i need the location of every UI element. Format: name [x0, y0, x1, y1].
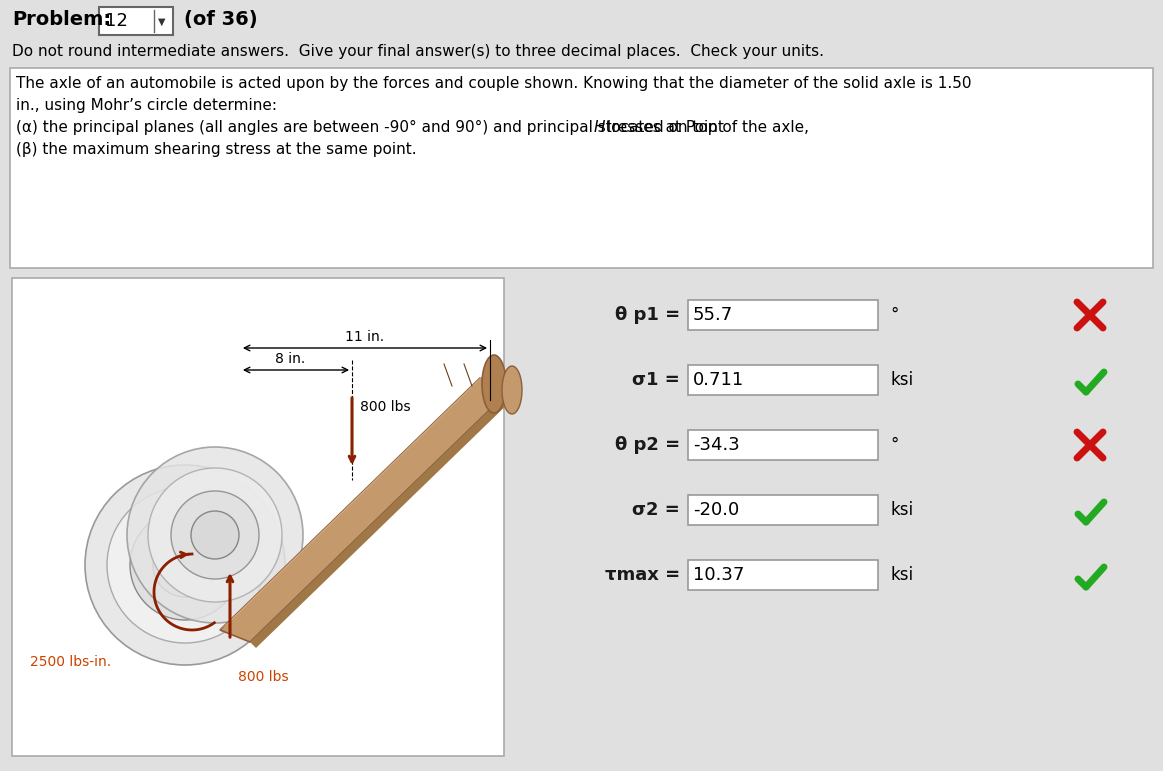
Text: H: H [593, 120, 605, 135]
FancyBboxPatch shape [688, 300, 878, 330]
FancyBboxPatch shape [10, 68, 1153, 268]
Text: σ2 =: σ2 = [633, 501, 680, 519]
Text: τmax =: τmax = [605, 566, 680, 584]
Polygon shape [220, 372, 488, 630]
Text: 55.7: 55.7 [693, 306, 733, 324]
FancyBboxPatch shape [99, 7, 173, 35]
Text: 800 lbs: 800 lbs [238, 670, 288, 684]
Text: θ p1 =: θ p1 = [615, 306, 680, 324]
FancyBboxPatch shape [688, 430, 878, 460]
Circle shape [127, 447, 304, 623]
Text: 8 in.: 8 in. [274, 352, 305, 366]
Text: σ1 =: σ1 = [633, 371, 680, 389]
Circle shape [148, 468, 281, 602]
Circle shape [191, 511, 240, 559]
FancyBboxPatch shape [688, 365, 878, 395]
Text: ▼: ▼ [158, 17, 165, 27]
Text: °: ° [890, 306, 898, 324]
Text: Problem:: Problem: [12, 10, 112, 29]
Text: 0.711: 0.711 [693, 371, 744, 389]
Text: H: H [495, 391, 508, 409]
Circle shape [154, 533, 217, 597]
Polygon shape [250, 390, 516, 648]
FancyBboxPatch shape [688, 495, 878, 525]
Circle shape [171, 491, 259, 579]
FancyBboxPatch shape [688, 560, 878, 590]
Text: 2500 lbs-in.: 2500 lbs-in. [30, 655, 112, 669]
Text: (β) the maximum shearing stress at the same point.: (β) the maximum shearing stress at the s… [16, 142, 416, 157]
Text: 800 lbs: 800 lbs [361, 400, 411, 414]
Text: °: ° [890, 436, 898, 454]
Text: ksi: ksi [890, 501, 913, 519]
Text: in., using Mohr’s circle determine:: in., using Mohr’s circle determine: [16, 98, 277, 113]
Text: 10.37: 10.37 [693, 566, 744, 584]
Text: (α) the principal planes (all angles are between -90° and 90°) and principal str: (α) the principal planes (all angles are… [16, 120, 729, 135]
Text: located on top of the axle,: located on top of the axle, [601, 120, 808, 135]
Circle shape [85, 465, 285, 665]
Circle shape [130, 510, 240, 620]
Text: (of 36): (of 36) [184, 10, 258, 29]
Text: The axle of an automobile is acted upon by the forces and couple shown. Knowing : The axle of an automobile is acted upon … [16, 76, 971, 91]
Text: ksi: ksi [890, 566, 913, 584]
Text: -20.0: -20.0 [693, 501, 740, 519]
Polygon shape [220, 378, 511, 642]
Ellipse shape [502, 366, 522, 414]
Circle shape [107, 487, 263, 643]
Text: ksi: ksi [890, 371, 913, 389]
Text: θ p2 =: θ p2 = [615, 436, 680, 454]
Ellipse shape [481, 355, 506, 413]
FancyBboxPatch shape [12, 278, 504, 756]
Text: -34.3: -34.3 [693, 436, 740, 454]
Text: 11 in.: 11 in. [345, 330, 384, 344]
Text: Do not round intermediate answers.  Give your final answer(s) to three decimal p: Do not round intermediate answers. Give … [12, 44, 825, 59]
Text: 12: 12 [105, 12, 128, 30]
